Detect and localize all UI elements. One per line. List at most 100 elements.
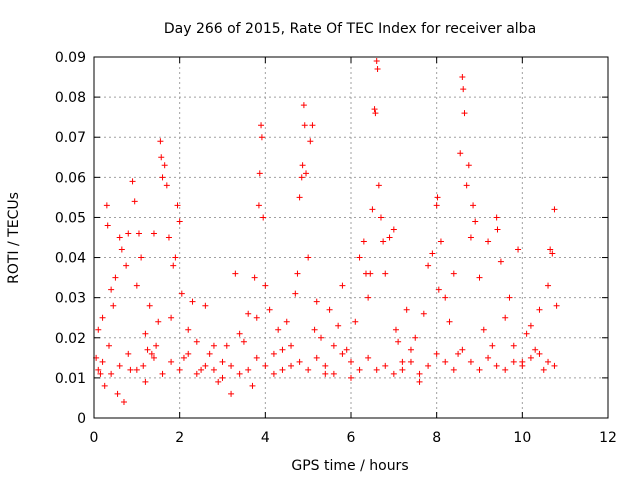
data-point <box>339 350 346 357</box>
y-tick-label: 0.02 <box>55 331 86 347</box>
data-point <box>433 350 440 357</box>
data-point <box>97 370 104 377</box>
data-point <box>262 282 269 289</box>
data-point <box>168 314 175 321</box>
data-point <box>536 306 543 313</box>
data-point <box>116 234 123 241</box>
data-point <box>371 106 378 113</box>
data-point <box>395 338 402 345</box>
data-point <box>138 254 145 261</box>
data-point <box>283 318 290 325</box>
data-point <box>256 170 263 177</box>
data-point <box>129 178 136 185</box>
x-axis-label: GPS time / hours <box>291 458 408 474</box>
data-point <box>125 350 132 357</box>
data-point <box>153 342 160 349</box>
data-point <box>172 254 179 261</box>
data-point <box>193 338 200 345</box>
data-point <box>536 350 543 357</box>
data-point <box>461 110 468 117</box>
data-point <box>493 362 500 369</box>
data-point <box>270 350 277 357</box>
data-point <box>270 370 277 377</box>
data-point <box>545 358 552 365</box>
data-point <box>161 162 168 169</box>
data-point <box>399 366 406 373</box>
data-point <box>450 270 457 277</box>
data-point <box>434 194 441 201</box>
x-tick-label: 2 <box>175 430 184 446</box>
data-point <box>519 362 526 369</box>
data-point <box>95 326 102 333</box>
data-point <box>374 66 381 73</box>
data-point <box>373 58 380 65</box>
data-point <box>429 250 436 257</box>
data-point <box>275 326 282 333</box>
data-point <box>365 294 372 301</box>
x-tick-label: 0 <box>90 430 99 446</box>
data-point <box>372 110 379 117</box>
data-point <box>476 274 483 281</box>
data-point <box>390 226 397 233</box>
data-point <box>549 250 556 257</box>
data-point <box>303 170 310 177</box>
data-point <box>140 362 147 369</box>
data-point <box>502 314 509 321</box>
data-point <box>365 354 372 361</box>
data-point <box>343 346 350 353</box>
data-point <box>279 346 286 353</box>
data-point <box>296 194 303 201</box>
data-point <box>159 174 166 181</box>
data-point <box>510 342 517 349</box>
y-tick-label: 0.05 <box>55 210 86 226</box>
data-point <box>127 366 134 373</box>
data-point <box>309 122 316 129</box>
data-point <box>497 258 504 265</box>
data-point <box>465 162 472 169</box>
data-point <box>112 274 119 281</box>
data-point <box>108 370 115 377</box>
y-tick-label: 0.08 <box>55 90 86 106</box>
data-point <box>425 362 432 369</box>
data-point <box>527 322 534 329</box>
data-point <box>403 306 410 313</box>
data-point <box>305 254 312 261</box>
data-point <box>442 294 449 301</box>
data-point <box>551 206 558 213</box>
y-tick-label: 0 <box>77 411 86 427</box>
data-point <box>131 198 138 205</box>
data-point <box>123 262 130 269</box>
data-point <box>99 314 106 321</box>
data-point <box>407 358 414 365</box>
chart-title: Day 266 of 2015, Rate Of TEC Index for r… <box>164 21 536 37</box>
data-point <box>457 150 464 157</box>
data-point <box>472 218 479 225</box>
data-point <box>420 310 427 317</box>
data-point <box>202 362 209 369</box>
data-point <box>176 366 183 373</box>
data-point <box>307 138 314 145</box>
data-point <box>251 274 258 281</box>
data-point <box>532 346 539 353</box>
x-tick-label: 12 <box>599 430 617 446</box>
data-point <box>95 366 102 373</box>
data-point <box>258 134 265 141</box>
data-point <box>236 370 243 377</box>
data-point <box>437 238 444 245</box>
y-axis-label: ROTI / TECUs <box>6 192 22 284</box>
data-point <box>157 138 164 145</box>
data-point <box>150 354 157 361</box>
data-point <box>135 230 142 237</box>
data-point <box>240 338 247 345</box>
data-point <box>551 362 558 369</box>
data-point <box>163 182 170 189</box>
data-point <box>120 398 127 405</box>
data-point <box>463 182 470 189</box>
data-point <box>489 342 496 349</box>
data-point <box>335 322 342 329</box>
data-point <box>322 362 329 369</box>
data-point <box>348 374 354 381</box>
data-point <box>168 358 175 365</box>
data-point <box>339 282 346 289</box>
data-point <box>185 350 192 357</box>
